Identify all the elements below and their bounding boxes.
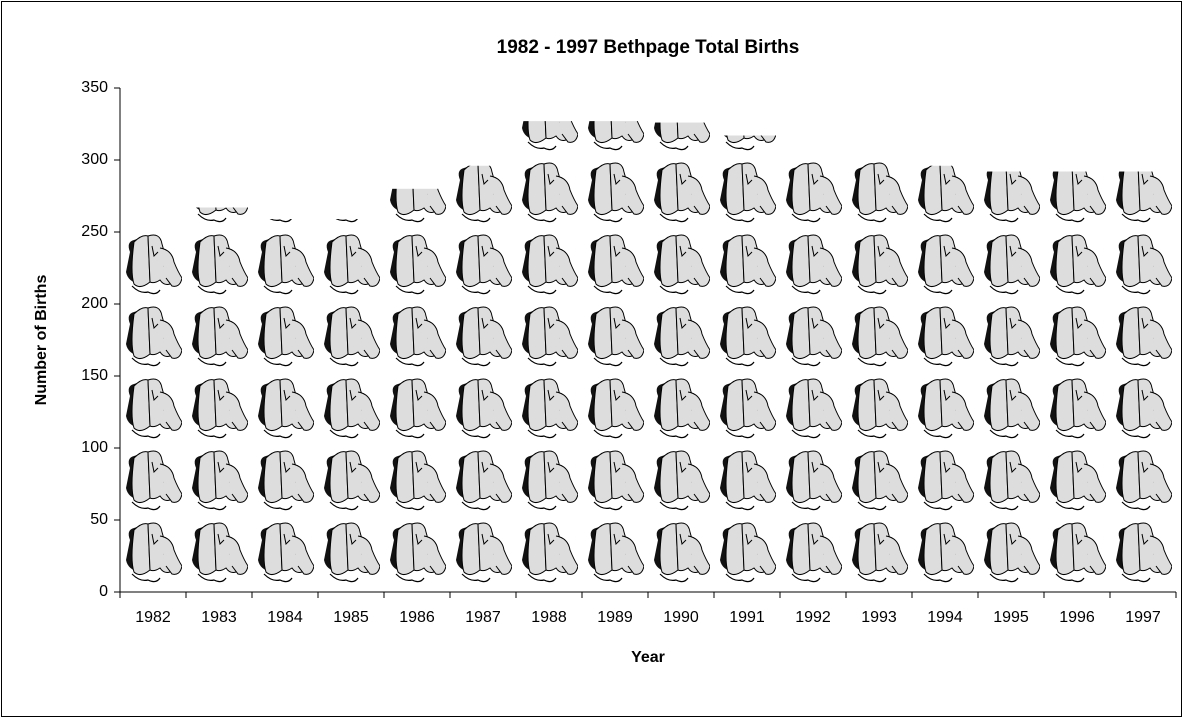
bar (652, 123, 710, 592)
x-tick-label: 1994 (927, 609, 963, 626)
x-tick-label: 1990 (663, 609, 699, 626)
y-tick-label: 300 (81, 151, 108, 168)
x-tick-label: 1982 (135, 609, 171, 626)
bar (1114, 172, 1172, 592)
x-tick-label: 1995 (993, 609, 1029, 626)
bar (784, 157, 842, 592)
x-tick-label: 1989 (597, 609, 633, 626)
y-tick-label: 100 (81, 439, 108, 456)
bar (850, 160, 908, 592)
x-tick-label: 1985 (333, 609, 369, 626)
bar (916, 166, 974, 592)
x-tick-label: 1992 (795, 609, 831, 626)
bar (982, 172, 1040, 592)
bar (124, 228, 182, 592)
bar (256, 219, 314, 592)
bar (586, 121, 644, 592)
x-tick-label: 1997 (1125, 609, 1161, 626)
bar (1048, 172, 1106, 592)
x-tick-label: 1996 (1059, 609, 1095, 626)
x-tick-label: 1987 (465, 609, 501, 626)
x-tick-label: 1983 (201, 609, 237, 626)
bar (454, 166, 512, 592)
x-tick-label: 1986 (399, 609, 435, 626)
bar (718, 136, 776, 592)
y-tick-label: 0 (99, 583, 108, 600)
y-tick-label: 150 (81, 367, 108, 384)
bar (322, 219, 380, 592)
x-tick-label: 1988 (531, 609, 567, 626)
bar (520, 121, 578, 592)
bar (190, 208, 248, 592)
chart-title: 1982 - 1997 Bethpage Total Births (497, 37, 800, 58)
chart: 1982 - 1997 Bethpage Total Births Year N… (0, 0, 1184, 719)
x-tick-label: 1991 (729, 609, 765, 626)
y-tick-label: 200 (81, 295, 108, 312)
y-axis-title: Number of Births (33, 275, 50, 406)
y-tick-label: 350 (81, 79, 108, 96)
x-tick-label: 1993 (861, 609, 897, 626)
x-axis-title: Year (631, 649, 665, 666)
y-tick-label: 250 (81, 223, 108, 240)
y-tick-label: 50 (90, 511, 108, 528)
x-tick-label: 1984 (267, 609, 303, 626)
bar (388, 189, 446, 592)
